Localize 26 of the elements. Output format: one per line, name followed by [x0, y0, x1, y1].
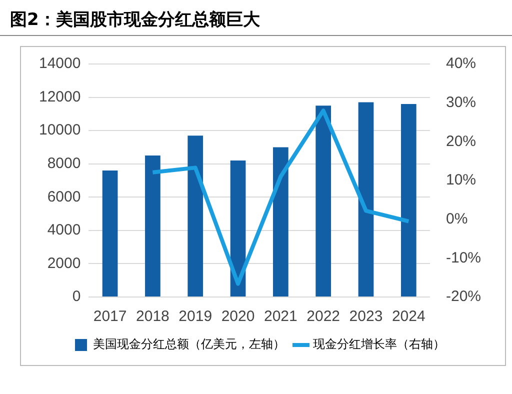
y-tick-label: 12000: [38, 88, 81, 106]
x-tick-label: 2020: [221, 308, 255, 326]
y-tick-label: 8000: [47, 155, 81, 172]
y2-tick-label: 40%: [446, 55, 476, 72]
chart-title: 图2：美国股市现金分红总额巨大: [0, 0, 512, 36]
y-tick-label: 14000: [38, 55, 81, 72]
y-tick-label: 6000: [47, 188, 81, 206]
y-tick-label: 2000: [47, 254, 81, 272]
y2-tick-label: 0%: [446, 210, 468, 228]
x-tick-label: 2019: [178, 308, 212, 326]
y-tick-label: 0: [72, 288, 81, 306]
x-tick-label: 2022: [306, 308, 340, 326]
x-tick-label: 2024: [392, 308, 426, 326]
x-tick-label: 2021: [264, 308, 298, 326]
y-tick-label: 4000: [47, 222, 81, 239]
legend-label: 现金分红增长率（右轴）: [313, 337, 445, 352]
x-tick-label: 2023: [349, 308, 383, 326]
y2-tick-label: -10%: [446, 249, 482, 266]
y-tick-label: 10000: [38, 122, 81, 139]
y2-tick-label: 20%: [446, 132, 476, 150]
y2-tick-label: -20%: [446, 288, 482, 306]
x-tick-label: 2017: [93, 308, 127, 326]
legend-label: 美国现金分红总额（亿美元，左轴）: [93, 337, 285, 352]
x-tick-label: 2018: [136, 308, 170, 326]
y2-tick-label: 30%: [446, 94, 476, 111]
y2-tick-label: 10%: [446, 172, 476, 189]
